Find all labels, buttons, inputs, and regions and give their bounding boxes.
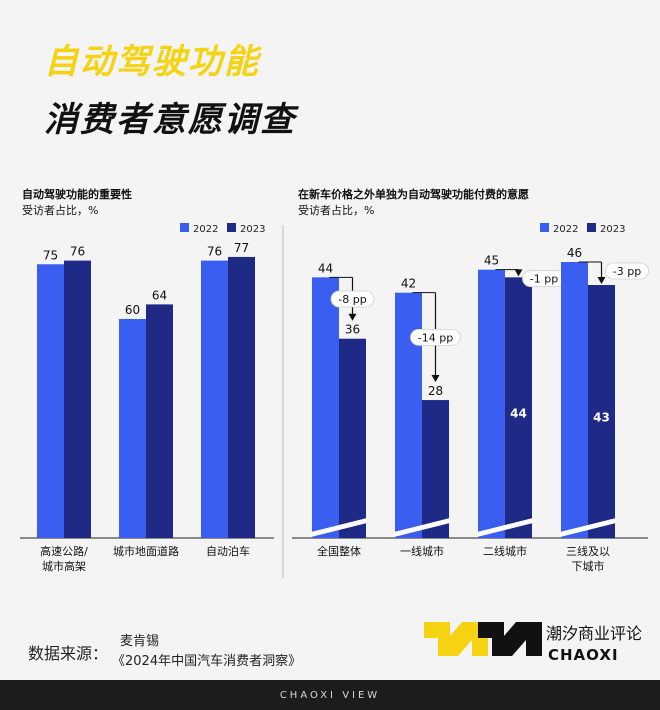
- change-arrow-head: [348, 313, 357, 321]
- change-annotation: -3 pp: [613, 265, 641, 278]
- brand-english: CHAOXI: [548, 646, 619, 664]
- brand-chinese: 潮汐商业评论: [546, 624, 643, 643]
- bar-2022-3: [561, 262, 588, 538]
- bar-2023-3: [588, 285, 615, 538]
- legend-swatch-2023: [587, 223, 596, 232]
- axis-break-slash: [394, 518, 450, 537]
- change-annotation-pill: [330, 290, 375, 308]
- bar-2023-0: [339, 338, 366, 538]
- bar-2023-2: [228, 256, 255, 538]
- source-name: 麦肯锡: [120, 634, 160, 649]
- legend-label-2023: 2023: [240, 224, 265, 235]
- value-label-2023: 44: [510, 407, 527, 421]
- axis-break-slash: [560, 518, 616, 537]
- charts-svg: 2022 2023 75 76 高速公路/城市高架 60 64 城市地面道路 76 77 自动泊车 2…: [20, 223, 649, 578]
- change-annotation: -8 pp: [338, 293, 366, 306]
- category-label: 城市地面道路: [113, 544, 179, 558]
- bar-2022-0: [37, 264, 64, 538]
- legend-label-2023: 2023: [600, 224, 625, 235]
- title-line2: 消费者意愿调查: [44, 100, 296, 140]
- category-label: 自动泊车: [206, 544, 250, 558]
- infographic-card: 自动驾驶功能 消费者意愿调查 自动驾驶功能的重要性 受访者占比，% 在新车价格之…: [0, 0, 660, 680]
- value-label-2022: 46: [567, 246, 582, 260]
- value-label-2022: 75: [43, 248, 58, 262]
- value-label-2022: 44: [318, 261, 333, 275]
- value-label-2023: 77: [234, 241, 249, 255]
- bar-2022-2: [478, 269, 505, 538]
- bar-2022-2: [201, 260, 228, 538]
- value-label-2022: 60: [125, 303, 140, 317]
- left-chart-title: 自动驾驶功能的重要性: [22, 188, 132, 201]
- change-arrow-head: [597, 277, 606, 285]
- bar-2023-2: [505, 277, 532, 538]
- value-label-2022: 42: [401, 277, 416, 291]
- category-label: 三线及以: [566, 544, 610, 558]
- value-label-2023: 76: [70, 245, 85, 259]
- change-arrow-head: [514, 269, 523, 277]
- axis-break-slash: [477, 518, 533, 537]
- legend-label-2022: 2022: [553, 224, 578, 235]
- legend-swatch-2023: [227, 223, 236, 232]
- category-label: 一线城市: [400, 544, 444, 558]
- bar-2022-1: [119, 319, 146, 538]
- footer-text: CHAOXI VIEW: [279, 689, 381, 701]
- bar-2023-1: [146, 304, 173, 538]
- value-label-2023: 43: [593, 411, 610, 425]
- right-chart-subtitle: 受访者占比，%: [298, 204, 375, 217]
- change-arrow-head: [431, 375, 440, 383]
- source-report: 《2024年中国汽车消费者洞察》: [112, 654, 302, 669]
- value-label-2023: 64: [152, 288, 167, 302]
- change-annotation-pill: [605, 262, 649, 280]
- bar-2023-1: [422, 400, 449, 538]
- footer-bar: CHAOXI VIEW: [0, 680, 660, 710]
- bar-2022-0: [312, 277, 339, 538]
- legend-swatch-2022: [540, 223, 549, 232]
- right-chart-title: 在新车价格之外单独为自动驾驶功能付费的意愿: [298, 188, 529, 201]
- legend-label-2022: 2022: [193, 224, 218, 235]
- category-label: 下城市: [572, 559, 605, 573]
- axis-break-slash: [311, 518, 367, 537]
- source-label: 数据来源：: [28, 644, 109, 663]
- change-annotation: -1 pp: [530, 273, 558, 286]
- category-label: 城市高架: [42, 559, 86, 573]
- category-label: 高速公路/: [40, 544, 88, 558]
- legend-swatch-2022: [180, 223, 189, 232]
- brand-logo: [424, 622, 542, 656]
- change-annotation-pill: [410, 328, 461, 346]
- category-label: 二线城市: [483, 544, 527, 558]
- title-line1: 自动驾驶功能: [44, 42, 260, 82]
- category-label: 全国整体: [317, 544, 361, 558]
- value-label-2023: 28: [428, 384, 443, 398]
- change-annotation: -14 pp: [418, 331, 453, 344]
- bar-2023-0: [64, 260, 91, 538]
- value-label-2023: 36: [345, 323, 360, 337]
- value-label-2022: 76: [207, 245, 222, 259]
- value-label-2022: 45: [484, 254, 499, 268]
- left-chart-subtitle: 受访者占比，%: [22, 204, 99, 217]
